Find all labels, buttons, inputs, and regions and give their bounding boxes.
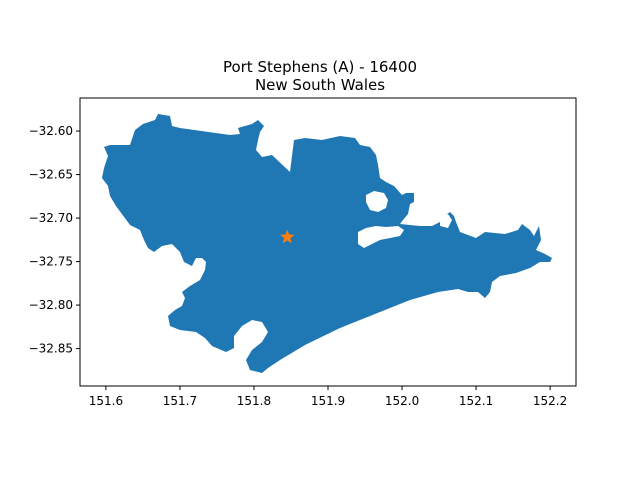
x-tick-label: 151.6: [89, 394, 123, 408]
bay-inlet: [366, 191, 388, 212]
map-title: Port Stephens (A) - 16400: [222, 58, 418, 76]
y-tick-label: −32.65: [29, 168, 73, 182]
x-axis: 151.6 151.7 151.8 151.9 152.0 152.1 152.2: [89, 386, 567, 408]
x-tick-label: 152.1: [459, 394, 493, 408]
y-tick-label: −32.70: [29, 211, 73, 225]
x-tick-label: 151.7: [163, 394, 197, 408]
x-tick-label: 152.0: [385, 394, 419, 408]
x-tick-label: 151.9: [311, 394, 345, 408]
region-polygon: [102, 114, 552, 373]
x-tick-label: 152.2: [533, 394, 567, 408]
map-subtitle: New South Wales: [254, 76, 386, 94]
x-tick-label: 151.8: [237, 394, 271, 408]
y-tick-label: −32.80: [29, 298, 73, 312]
bay-inlet: [358, 226, 404, 248]
y-axis: −32.60 −32.65 −32.70 −32.75 −32.80 −32.85: [29, 124, 80, 356]
y-tick-label: −32.60: [29, 124, 73, 138]
bay-inlet: [440, 214, 452, 228]
star-marker-icon: [279, 229, 295, 244]
y-tick-label: −32.85: [29, 342, 73, 356]
y-tick-label: −32.75: [29, 255, 73, 269]
